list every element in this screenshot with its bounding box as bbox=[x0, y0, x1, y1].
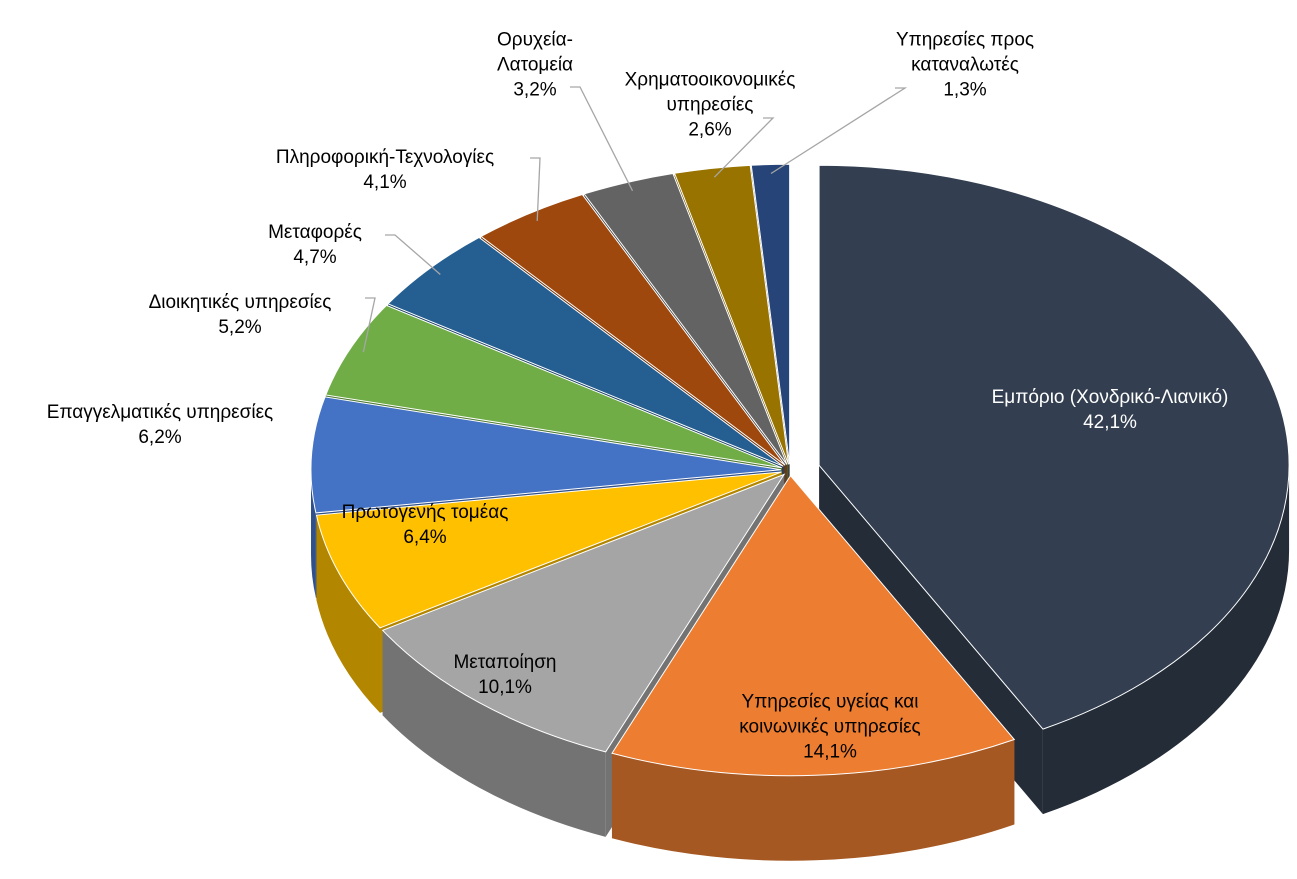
slice-label: Ορυχεία-Λατομεία 3,2% bbox=[475, 28, 595, 103]
leader-line bbox=[362, 297, 376, 353]
category-name: Διοικητικές υπηρεσίες bbox=[148, 292, 332, 313]
slice-label: Υπηρεσίες προς καταναλωτές 1,3% bbox=[850, 28, 1080, 103]
value-label: 10,1% bbox=[478, 677, 532, 698]
slice-wall bbox=[311, 469, 316, 598]
slice-wall bbox=[382, 630, 606, 837]
slice-label: Χρηματοοικονομικές υπηρεσίες 2,6% bbox=[595, 68, 825, 143]
value-label: 4,1% bbox=[363, 172, 407, 193]
slice-label: Μεταφορές 4,7% bbox=[155, 220, 475, 270]
value-label: 5,2% bbox=[218, 317, 262, 338]
slice-label: Μεταποίηση 10,1% bbox=[345, 650, 665, 700]
slice bbox=[310, 396, 782, 514]
value-label: 3,2% bbox=[513, 79, 557, 101]
category-name: Πληροφορική-Τεχνολογίες bbox=[275, 147, 495, 168]
slice bbox=[325, 304, 782, 469]
slice-wall bbox=[316, 515, 381, 713]
slice-label: Πληροφορική-Τεχνολογίες 4,1% bbox=[225, 145, 545, 195]
value-label: 6,2% bbox=[138, 427, 182, 448]
category-name: Μεταφορές bbox=[268, 222, 362, 243]
slice-label: Εμπόριο (Χονδρικό-Λιανικό) 42,1% bbox=[950, 385, 1270, 435]
slice bbox=[673, 164, 790, 465]
slice bbox=[750, 163, 791, 465]
slice-label: Διοικητικές υπηρεσίες 5,2% bbox=[80, 290, 400, 340]
category-name: Χρηματοοικονομικές υπηρεσίες bbox=[624, 69, 796, 116]
category-name: Πρωτογενής τομέας bbox=[341, 502, 509, 523]
value-label: 14,1% bbox=[803, 741, 857, 763]
value-label: 1,3% bbox=[943, 79, 987, 101]
slice bbox=[818, 164, 1290, 730]
slice bbox=[480, 193, 786, 466]
leader-line bbox=[770, 87, 908, 175]
leader-line bbox=[530, 157, 541, 221]
slice bbox=[611, 474, 1016, 777]
leader-line bbox=[713, 117, 775, 178]
category-name: Υπηρεσίες υγείας και κοινωνικές υπηρεσίε… bbox=[739, 691, 921, 738]
category-name: Εμπόριο (Χονδρικό-Λιανικό) bbox=[991, 387, 1229, 408]
slice-label: Επαγγελματικές υπηρεσίες 6,2% bbox=[0, 400, 320, 450]
slice-label: Πρωτογενής τομέας 6,4% bbox=[265, 500, 585, 550]
category-name: Υπηρεσίες προς καταναλωτές bbox=[895, 29, 1035, 76]
value-label: 2,6% bbox=[688, 119, 732, 141]
slice-wall bbox=[1042, 465, 1290, 815]
slice bbox=[387, 236, 784, 467]
slice-wall bbox=[611, 739, 1015, 861]
category-name: Επαγγελματικές υπηρεσίες bbox=[46, 402, 274, 423]
leader-line bbox=[385, 234, 441, 275]
slice bbox=[381, 473, 786, 753]
category-name: Ορυχεία-Λατομεία bbox=[496, 29, 574, 76]
value-label: 6,4% bbox=[403, 527, 447, 548]
slice-label: Υπηρεσίες υγείας και κοινωνικές υπηρεσίε… bbox=[715, 690, 945, 765]
slice bbox=[315, 471, 782, 629]
value-label: 4,7% bbox=[293, 247, 337, 268]
leader-line bbox=[570, 86, 634, 192]
category-name: Μεταποίηση bbox=[453, 652, 557, 673]
value-label: 42,1% bbox=[1083, 412, 1137, 433]
